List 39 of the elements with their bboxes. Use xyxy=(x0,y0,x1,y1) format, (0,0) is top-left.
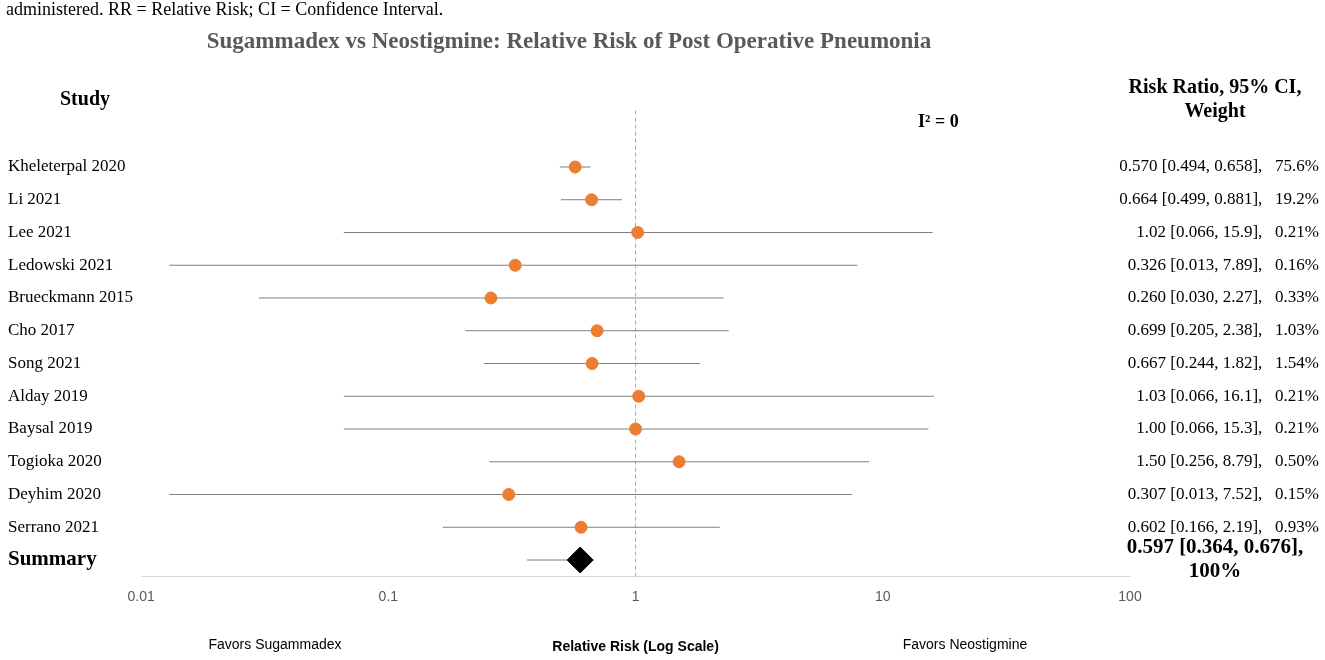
x-tick-label: 1 xyxy=(631,587,640,604)
data-label: 0.699 [0.205, 2.38], 1.03% xyxy=(1127,320,1319,340)
y-tick-label: Cho 2017 xyxy=(8,320,76,340)
data-label: 0.667 [0.244, 1.82], 1.54% xyxy=(1127,352,1319,372)
data-label: 1.02 [0.066, 15.9], 0.21% xyxy=(1136,221,1319,241)
data-label: 0.570 [0.494, 0.658], 75.6% xyxy=(1119,156,1319,176)
y-tick-label: Baysal 2019 xyxy=(8,418,93,438)
data-label: 1.50 [0.256, 8.79], 0.50% xyxy=(1136,451,1319,471)
chart-title: Sugammadex vs Neostigmine: Relative Risk of Post Operative Pneumonia xyxy=(206,27,932,53)
annotation: 0.597 [0.364, 0.676], 100% xyxy=(1126,534,1304,583)
x-axis-title: Relative Risk (Log Scale) xyxy=(552,638,719,655)
y-tick-label: Kheleterpal 2020 xyxy=(8,156,126,176)
y-axis-title: Study xyxy=(59,87,111,111)
data-label: 0.664 [0.499, 0.881], 19.2% xyxy=(1119,189,1319,209)
y-tick-label: Lee 2021 xyxy=(8,221,72,241)
y-tick-label: Togioka 2020 xyxy=(8,451,102,471)
text: Favors Sugammadex xyxy=(208,635,342,652)
text: Risk Ratio, 95% CI, Weight xyxy=(1128,75,1302,123)
text: administered. RR = Relative Risk; CI = Confidence Interval. xyxy=(6,0,444,19)
y-tick-label: Serrano 2021 xyxy=(8,516,100,536)
data-label: 0.307 [0.013, 7.52], 0.15% xyxy=(1127,483,1319,503)
y-tick-label: Brueckmann 2015 xyxy=(8,287,134,307)
text: I² = 0 xyxy=(918,111,959,132)
data-label: 0.602 [0.166, 2.19], 0.93% xyxy=(1127,516,1319,536)
data-label: 1.03 [0.066, 16.1], 0.21% xyxy=(1136,385,1319,405)
data-label: 0.326 [0.013, 7.89], 0.16% xyxy=(1127,254,1319,274)
y-tick-label: Summary xyxy=(8,546,98,571)
data-label: 0.260 [0.030, 2.27], 0.33% xyxy=(1127,287,1319,307)
y-tick-label: Song 2021 xyxy=(8,352,82,372)
x-tick-label: 10 xyxy=(874,587,891,604)
x-tick-label: 0.1 xyxy=(378,587,399,604)
y-tick-label: Ledowski 2021 xyxy=(8,254,114,274)
y-tick-label: Deyhim 2020 xyxy=(8,483,102,503)
text: Favors Neostigmine xyxy=(902,635,1028,652)
y-tick-label: Li 2021 xyxy=(8,189,62,209)
y-tick-label: Alday 2019 xyxy=(8,385,88,405)
x-tick-label: 100 xyxy=(1118,587,1142,604)
data-label: 1.00 [0.066, 15.3], 0.21% xyxy=(1136,418,1319,438)
x-tick-label: 0.01 xyxy=(127,587,155,604)
